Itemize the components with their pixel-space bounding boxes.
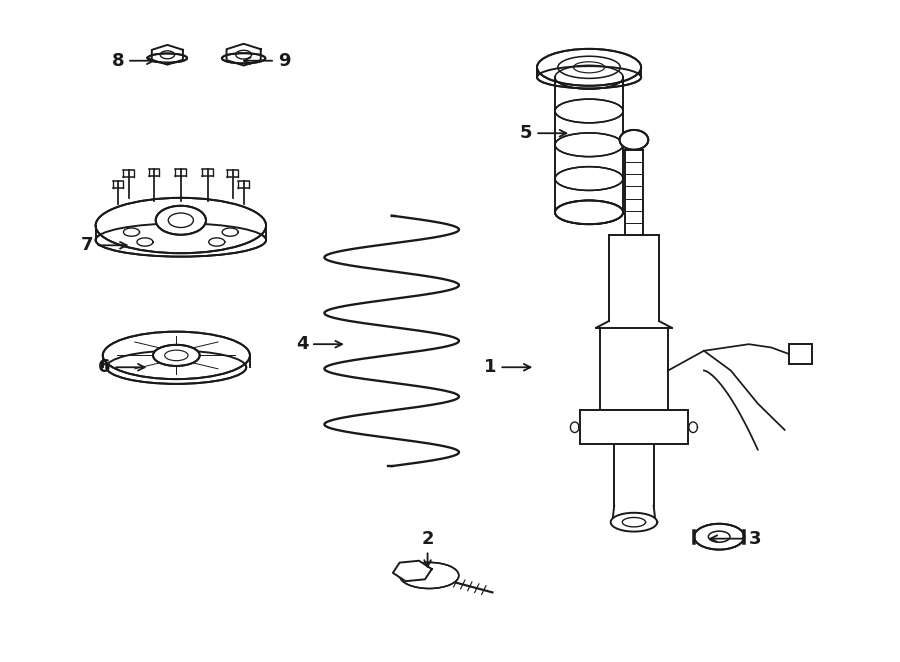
Ellipse shape	[106, 351, 247, 384]
Ellipse shape	[156, 206, 206, 235]
Ellipse shape	[555, 201, 623, 224]
Text: 6: 6	[98, 358, 145, 376]
Ellipse shape	[153, 345, 200, 366]
Ellipse shape	[555, 133, 623, 157]
Ellipse shape	[95, 198, 266, 253]
Ellipse shape	[537, 49, 641, 86]
Ellipse shape	[555, 201, 623, 224]
Ellipse shape	[555, 66, 623, 89]
Ellipse shape	[103, 332, 250, 379]
Ellipse shape	[400, 563, 459, 589]
Text: 4: 4	[296, 335, 342, 354]
Ellipse shape	[537, 66, 641, 88]
Ellipse shape	[555, 99, 623, 123]
Text: 2: 2	[421, 530, 434, 567]
Ellipse shape	[222, 53, 266, 64]
Text: 7: 7	[80, 236, 127, 254]
Ellipse shape	[694, 524, 744, 549]
Ellipse shape	[95, 223, 266, 257]
Ellipse shape	[555, 167, 623, 191]
Bar	[789, 344, 812, 364]
Ellipse shape	[619, 130, 648, 150]
Ellipse shape	[148, 54, 187, 63]
Text: 1: 1	[484, 358, 530, 376]
Text: 8: 8	[112, 52, 154, 70]
Polygon shape	[393, 561, 432, 581]
Text: 5: 5	[520, 124, 566, 142]
Bar	[580, 410, 688, 444]
Text: 9: 9	[244, 52, 291, 70]
Text: 3: 3	[710, 530, 761, 547]
